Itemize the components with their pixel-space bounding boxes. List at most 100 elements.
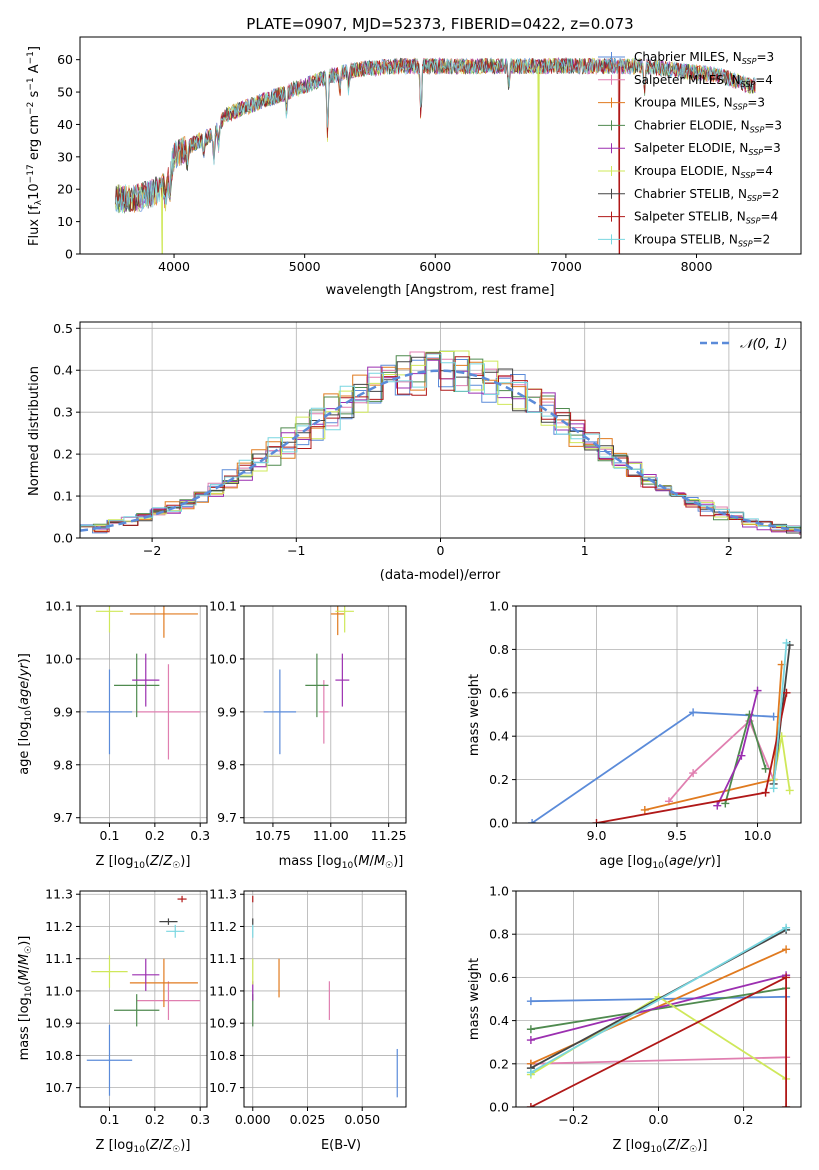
mass-weight-vs-metallicity-y-tick-label: 0.6	[489, 970, 509, 985]
mass-weight-vs-metallicity-marker-chabrier-elodie	[526, 1025, 535, 1034]
mass-vs-extinction-y-tick-label: 11.0	[209, 983, 237, 998]
mass-vs-metallicity-x-tick-label: 0.3	[190, 1112, 210, 1127]
residual-y-axis-label: Normed distribution	[27, 366, 42, 496]
legend-label-kroupa-elodie: Kroupa ELODIE, NSSP=4	[634, 164, 773, 180]
residual-histogram-x-tick-label: 2	[725, 543, 733, 558]
spectrum-y-tick-label: 60	[57, 52, 73, 67]
mass-weight-vs-age-x-axis-label: age [log10(age/yr)]	[599, 854, 721, 871]
spectrum-x-tick-label: 8000	[681, 259, 713, 274]
spectrum-x-tick-label: 4000	[158, 259, 190, 274]
mass-weight-vs-metallicity-plot: −0.2 0.0 0.2 0.0 0.2 0.4 0.6 0.8 1.0	[489, 884, 802, 1127]
mass-weight-vs-metallicity-line-salpeter-elodie	[530, 974, 787, 1041]
mass-weight-vs-age-y-tick-label: 0.6	[489, 685, 509, 700]
mass-weight-vs-age-y-tick-label: 0.0	[489, 816, 509, 831]
spectrum-x-tick-label: 6000	[419, 259, 451, 274]
age-vs-mass-point-salpeter-elodie	[335, 653, 350, 707]
age-vs-metallicity-axes: 0.1 0.2 0.3 9.7 9.8 9.9 10.0 10.1	[45, 599, 210, 844]
age-vs-metallicity-point-chabrier-miles	[86, 669, 133, 755]
mass-weight-vs-age-marker-kroupa-elodie	[785, 786, 794, 795]
mass-weight-vs-metallicity-panel: −0.2 0.0 0.2 0.0 0.2 0.4 0.6 0.8 1.0 mass weight…	[467, 884, 802, 1155]
age-vs-mass-x-axis-label: mass [log10(M/M☉)]	[279, 854, 404, 871]
mass-weight-vs-age-y-tick-label: 0.8	[489, 642, 509, 657]
spectrum-x-tick-label: 7000	[550, 259, 582, 274]
mass-vs-metallicity-point-kroupa-miles	[129, 958, 198, 1008]
mass-vs-metallicity-point-kroupa-elodie	[91, 955, 128, 988]
legend-entry-salpeter-elodie: Salpeter ELODIE, NSSP=3	[598, 141, 781, 157]
svg-text:mass [log10(M/M☉)]: mass [log10(M/M☉)]	[17, 936, 34, 1061]
residual-histogram-y-tick-label: 0.5	[53, 321, 73, 336]
legend-label-salpeter-elodie: Salpeter ELODIE, NSSP=3	[634, 141, 781, 157]
mass-vs-metallicity-plot: 0.1 0.2 0.3 10.7 10.8 10.9 11.0 11.1 11.2 11.3	[45, 887, 210, 1127]
age-vs-mass-point-salpeter-miles	[319, 680, 329, 744]
legend-label-salpeter-miles: Salpeter MILES, NSSP=4	[634, 73, 773, 89]
mass-weight-vs-age-marker-salpeter-miles	[689, 769, 698, 778]
mass-weight-vs-age-marker-chabrier-miles	[769, 712, 778, 721]
mass-weight-vs-age-marker-chabrier-miles	[528, 819, 537, 823]
extinction-x-axis-label: E(B-V)	[321, 1138, 361, 1153]
residual-histogram-plot: −2 −1 0 1 2 0.0 0.1 0.2 0.3 0.4 0.5	[53, 321, 802, 558]
age-vs-mass-panel: 10.75 11.00 11.25 9.7 9.8 9.9 10.0 10.1 mass [l…	[209, 599, 407, 872]
mass-vs-extinction-y-tick-label: 10.9	[209, 1016, 237, 1031]
legend-entry-chabrier-stelib: Chabrier STELIB, NSSP=2	[598, 187, 779, 203]
mass-vs-extinction-y-tick-label: 11.3	[209, 887, 237, 902]
svg-text:age [log10(age/yr)]: age [log10(age/yr)]	[17, 653, 34, 775]
mass-weight-vs-metallicity-line-salpeter-miles	[530, 1056, 787, 1065]
mass-vs-metallicity-data-layer	[86, 895, 201, 1096]
residual-histogram-x-tick-label: 1	[581, 543, 589, 558]
mass-weight-vs-metallicity-marker-kroupa-stelib	[782, 923, 791, 932]
legend-entry-salpeter-stelib: Salpeter STELIB, NSSP=4	[598, 210, 778, 226]
age-vs-metallicity-x-tick-label: 0.1	[100, 828, 120, 843]
mass-weight-vs-metallicity-marker-kroupa-stelib	[526, 1068, 535, 1077]
residual-histogram-axes: −2 −1 0 1 2 0.0 0.1 0.2 0.3 0.4 0.5	[53, 321, 802, 558]
age-vs-mass-y-tick-label: 10.1	[209, 599, 237, 614]
residual-histogram-y-tick-label: 0.2	[53, 447, 73, 462]
legend-entry-kroupa-miles: Kroupa MILES, NSSP=3	[598, 96, 765, 112]
mass-weight-vs-metallicity-x-tick-label: −0.2	[558, 1112, 588, 1127]
mass-weight-vs-metallicity-axes: −0.2 0.0 0.2 0.0 0.2 0.4 0.6 0.8 1.0	[489, 884, 802, 1127]
mass-weight-vs-age-marker-salpeter-elodie	[713, 801, 722, 810]
spectrum-frame	[79, 36, 802, 255]
spectrum-y-axis-label: Flux [fλ10−17 erg cm−2 s−1 A−1]	[26, 46, 44, 246]
residual-histogram-y-tick-label: 0.4	[53, 363, 73, 378]
legend-label-chabrier-miles: Chabrier MILES, NSSP=3	[634, 50, 774, 66]
mass-weight-vs-metallicity-marker-chabrier-miles	[526, 997, 535, 1006]
age-vs-mass-y-tick-label: 9.7	[217, 810, 237, 825]
mass-vs-extinction-plot: 0.000 0.025 0.050 10.7 10.8 10.9 11.0 11.1 11.2 1…	[209, 887, 407, 1127]
age-vs-metallicity-y-tick-label: 10.1	[45, 599, 73, 614]
mass-vs-metallicity-x-tick-label: 0.2	[145, 1112, 165, 1127]
spectrum-y-tick-label: 0	[65, 247, 73, 262]
age-vs-metallicity-point-chabrier-elodie	[114, 653, 160, 718]
mass-weight-vs-metallicity-y-tick-label: 0.0	[489, 1100, 509, 1115]
svg-text:Flux [fλ10−17 erg cm−2 s−1 A−1: Flux [fλ10−17 erg cm−2 s−1 A−1]	[26, 46, 44, 246]
mass-vs-metallicity-axes: 0.1 0.2 0.3 10.7 10.8 10.9 11.0 11.1 11.2 11.3	[45, 887, 210, 1127]
residual-histogram-y-tick-label: 0.1	[53, 489, 73, 504]
age-vs-metallicity-frame	[79, 605, 208, 824]
mass-vs-metallicity-point-salpeter-stelib	[177, 895, 187, 903]
mass-weight-vs-metallicity-line-kroupa-stelib	[530, 926, 787, 1074]
age-vs-metallicity-point-kroupa-miles	[129, 606, 198, 638]
mass-vs-metallicity-point-chabrier-miles	[86, 1024, 133, 1096]
histogram-kroupa-elodie	[80, 350, 801, 532]
age-vs-metallicity-panel: 0.1 0.2 0.3 9.7 9.8 9.9 10.0 10.1 age [log10(ag…	[17, 599, 210, 872]
mass-vs-metallicity-panel: 0.1 0.2 0.3 10.7 10.8 10.9 11.0 11.1 11.2 11.3 ma…	[17, 887, 210, 1155]
spectrum-plot: 4000 5000 6000 7000 8000 0 10 20 30 40 50 60	[57, 36, 802, 274]
spectrum-axes: 4000 5000 6000 7000 8000 0 10 20 30 40 50 60	[57, 36, 802, 274]
spectrum-y-tick-label: 40	[57, 117, 73, 132]
age-vs-mass-point-chabrier-miles	[263, 669, 297, 755]
age-vs-mass-x-tick-label: 10.75	[255, 828, 291, 843]
mass-weight-vs-age-marker-chabrier-elodie	[761, 764, 770, 773]
mass-weight-vs-metallicity-data-layer	[526, 923, 791, 1107]
age-vs-metallicity-point-salpeter-miles	[136, 664, 201, 760]
mass-weight-vs-metallicity-y-tick-label: 0.4	[489, 1013, 509, 1028]
mass-vs-metallicity-point-salpeter-miles	[136, 981, 201, 1020]
age-vs-mass-point-chabrier-elodie	[305, 653, 329, 718]
age-vs-metallicity-data-layer	[86, 606, 201, 760]
mass-vs-metallicity-x-tick-label: 0.1	[100, 1112, 120, 1127]
mass-weight-vs-metallicity-y-tick-label: 1.0	[489, 884, 509, 899]
residual-x-axis-label: (data-model)/error	[380, 568, 501, 583]
spectrum-y-tick-label: 30	[57, 149, 73, 164]
age-vs-mass-frame	[243, 605, 407, 824]
residual-histogram-x-tick-label: −1	[287, 543, 305, 558]
mass-vs-metallicity-y-tick-label: 11.1	[45, 951, 73, 966]
